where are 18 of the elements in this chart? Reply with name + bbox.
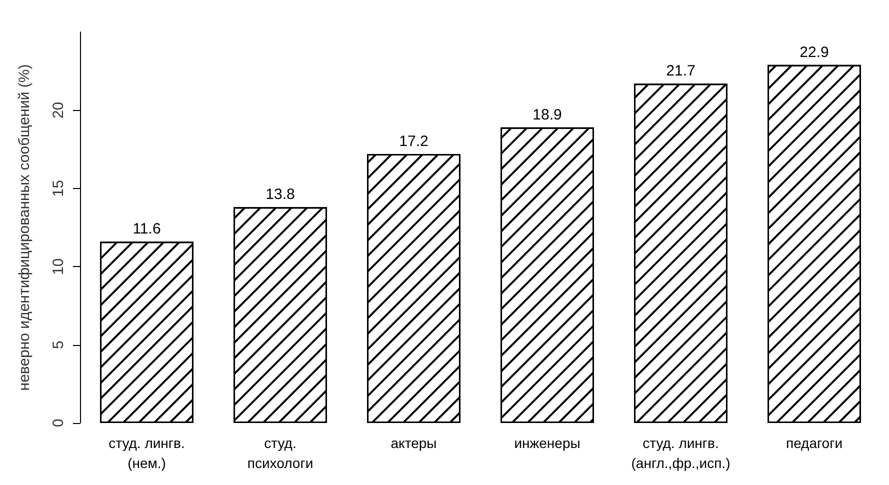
x-tick-label: педагоги xyxy=(786,435,843,451)
y-tick-label: 20 xyxy=(50,102,67,119)
data-label: 13.8 xyxy=(266,186,295,204)
data-label: 22.9 xyxy=(800,44,829,61)
data-label: 11.6 xyxy=(132,220,161,238)
y-tick-label: 0 xyxy=(50,418,67,428)
y-tick-label: 10 xyxy=(50,258,67,275)
y-tick-label: 5 xyxy=(50,340,67,349)
y-tick-label: 15 xyxy=(50,180,67,197)
x-tick-label: студ. лингв. (нем.) xyxy=(108,435,185,471)
x-tick-label: актеры xyxy=(390,435,437,451)
y-axis-title: неверно идентифицированных сообщений (%) xyxy=(16,64,33,391)
x-tick-label: студ. психологи xyxy=(247,435,314,471)
x-tick-label: студ. лингв. (англ.,фр.,исп.) xyxy=(631,435,730,471)
data-label: 18.9 xyxy=(532,106,562,124)
data-label: 17.2 xyxy=(399,132,428,150)
data-label: 21.7 xyxy=(666,62,696,80)
x-tick-label: инженеры xyxy=(514,435,580,451)
